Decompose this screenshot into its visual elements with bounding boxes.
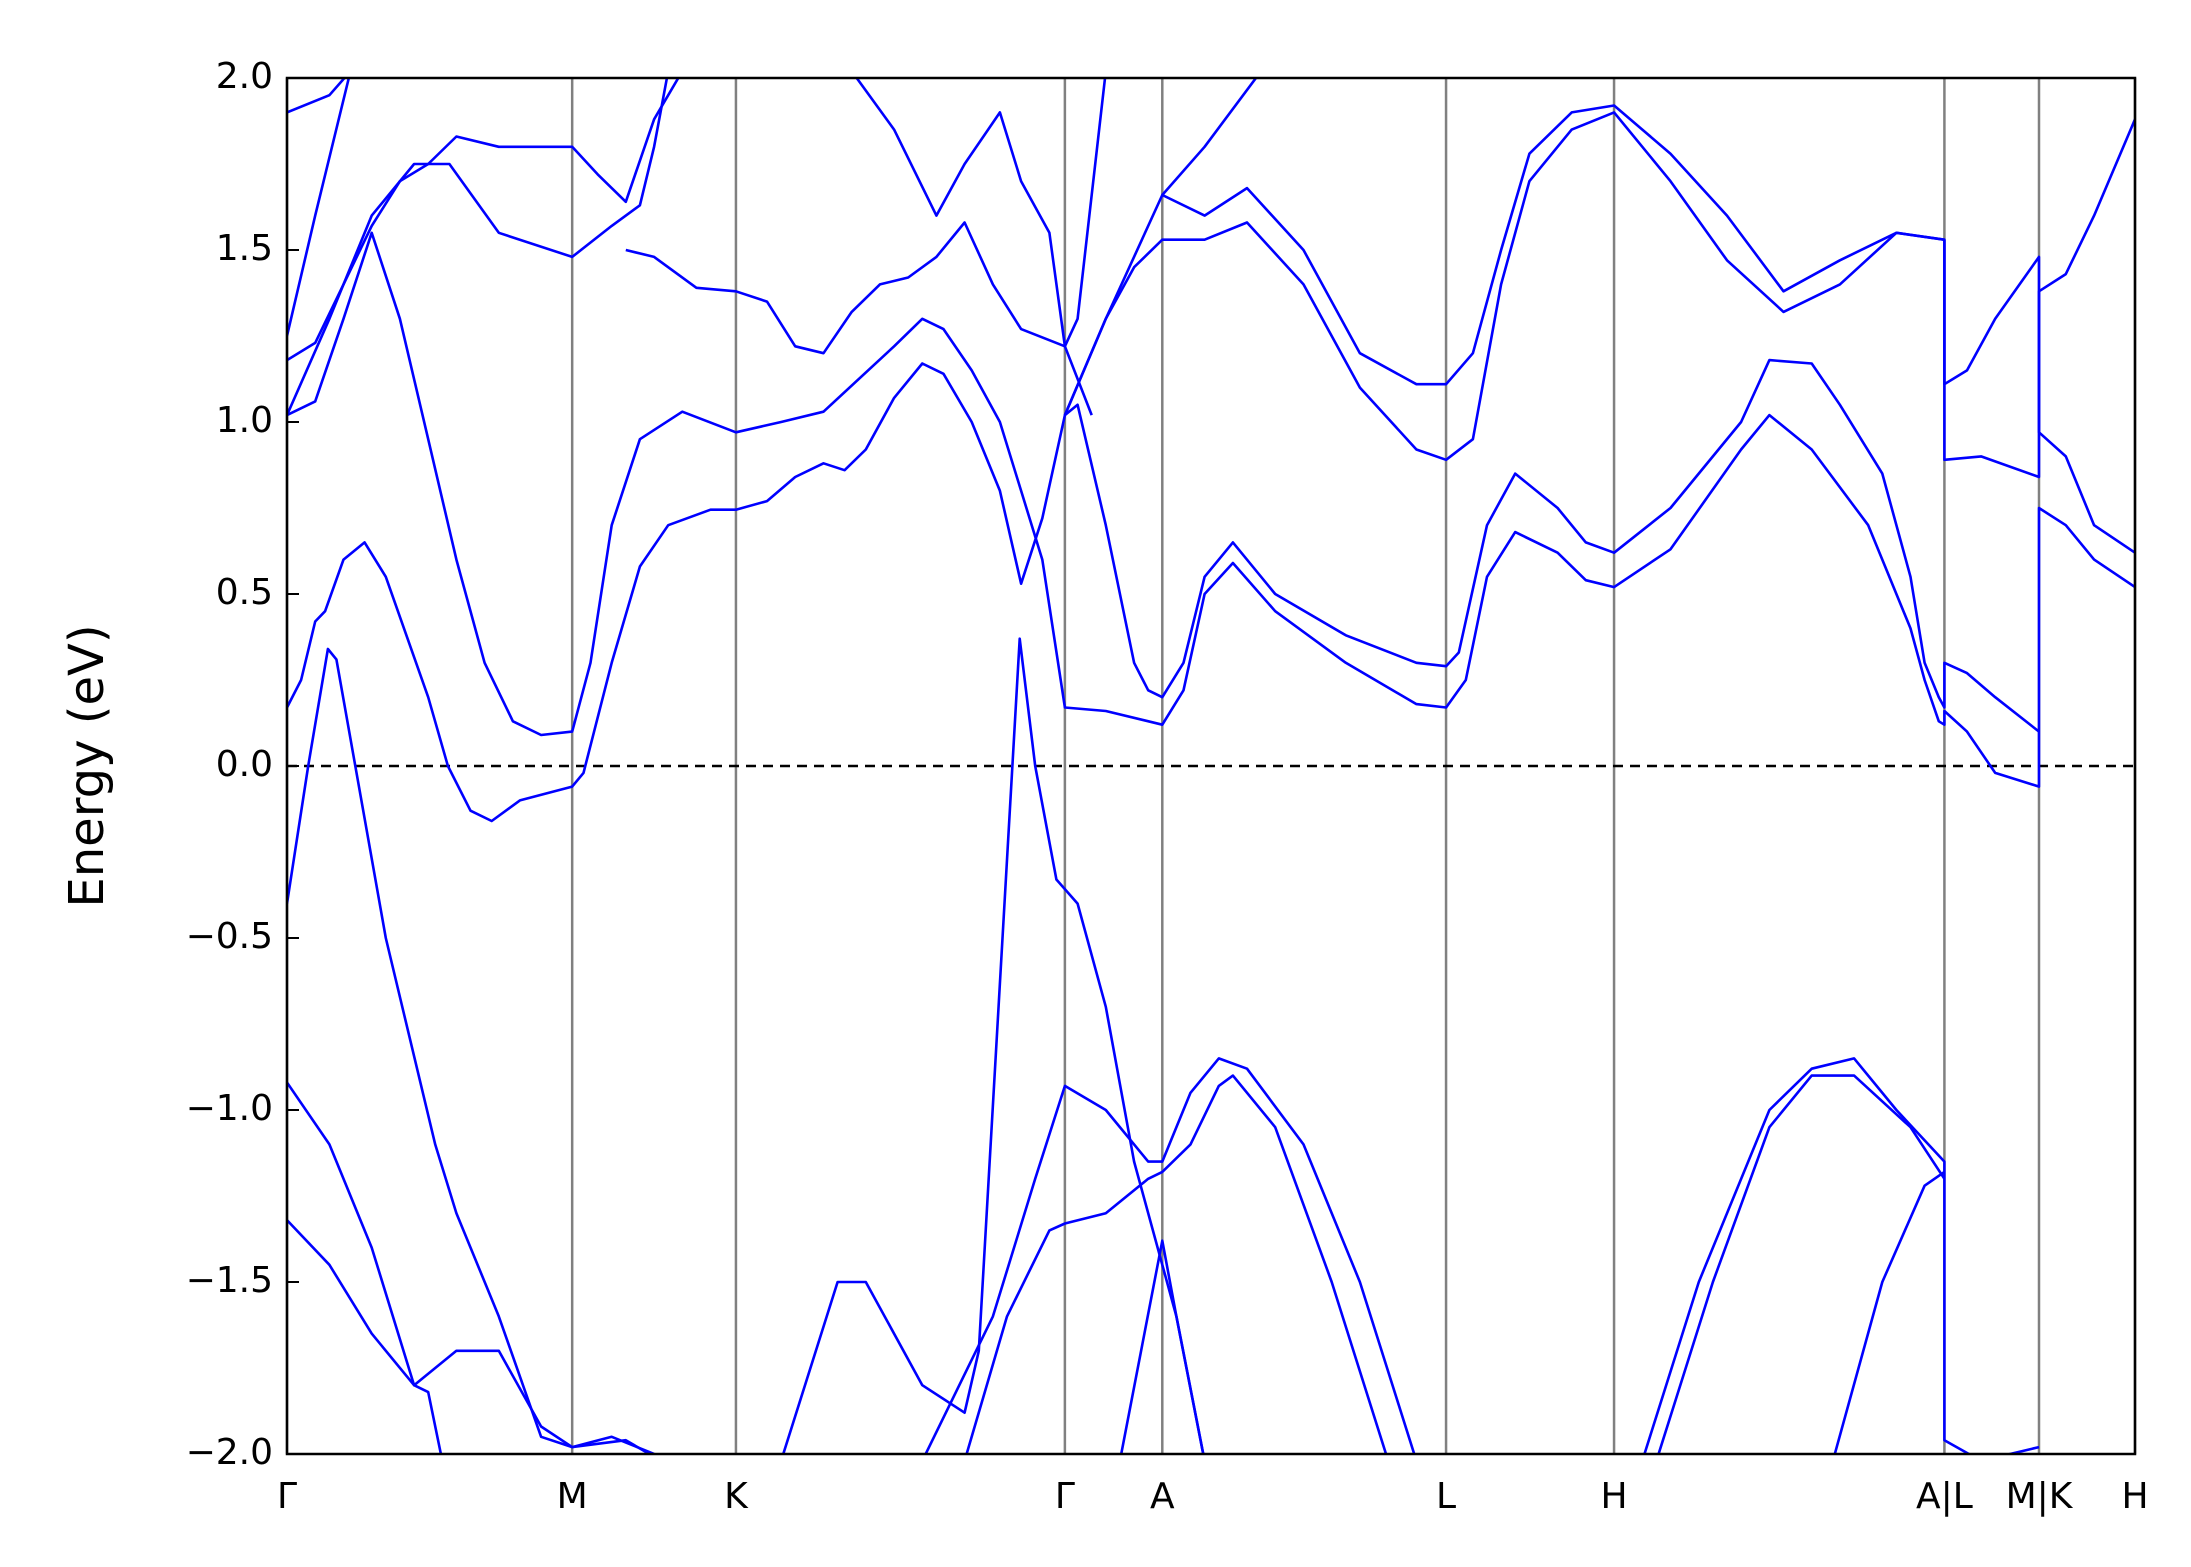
y-tick-label: 2.0 [216, 56, 273, 97]
y-tick-label: 1.5 [216, 228, 273, 269]
band-line [1643, 1057, 2040, 1454]
x-tick-label: H [1601, 1476, 1628, 1517]
y-tick-label: 1.0 [216, 400, 273, 441]
band-line [1063, 104, 2135, 554]
band-line [1657, 1074, 1946, 1454]
band-line [1161, 78, 1258, 196]
band-line [287, 78, 680, 362]
band-line [287, 647, 652, 1454]
x-tick-label: A|L [1916, 1476, 1973, 1517]
x-tick-label: M|K [2006, 1476, 2074, 1517]
x-tick-label: L [1436, 1476, 1456, 1517]
band-line [1063, 111, 2135, 479]
x-tick-label: K [724, 1476, 749, 1517]
band-line [287, 1219, 443, 1454]
x-tick-label: H [2121, 1476, 2148, 1517]
band-line [287, 358, 2040, 823]
x-tick-label: Γ [1055, 1476, 1075, 1517]
band-line [287, 231, 2135, 788]
y-tick-label: −1.5 [186, 1260, 273, 1301]
band-line [1119, 1239, 1205, 1454]
band-line [855, 78, 1107, 348]
band-line [965, 1074, 1388, 1454]
y-tick-label: −1.0 [186, 1088, 273, 1129]
y-axis-label: Energy (eV) [59, 624, 115, 907]
band-line [287, 78, 351, 337]
band-line [1833, 1170, 1946, 1454]
x-tick-label: Γ [277, 1476, 297, 1517]
band-line [625, 221, 1093, 416]
y-tick-label: −2.0 [186, 1432, 273, 1473]
band-line [781, 637, 1205, 1454]
axes-layer: −2.0 −1.5 −1.0 −0.5 0.0 0.5 1.0 1.5 2.0 Γ M K Γ A L H A|… [186, 56, 2149, 1517]
plot-area [287, 78, 2135, 1454]
x-tick-label: A [1150, 1476, 1175, 1517]
y-tick-label: 0.5 [216, 572, 273, 613]
band-line [287, 1081, 655, 1454]
y-tick-label: 0.0 [216, 744, 273, 785]
band-line [287, 78, 669, 416]
y-tick-label: −0.5 [186, 916, 273, 957]
band-line [924, 1057, 1416, 1454]
x-tick-label: M [557, 1476, 588, 1517]
